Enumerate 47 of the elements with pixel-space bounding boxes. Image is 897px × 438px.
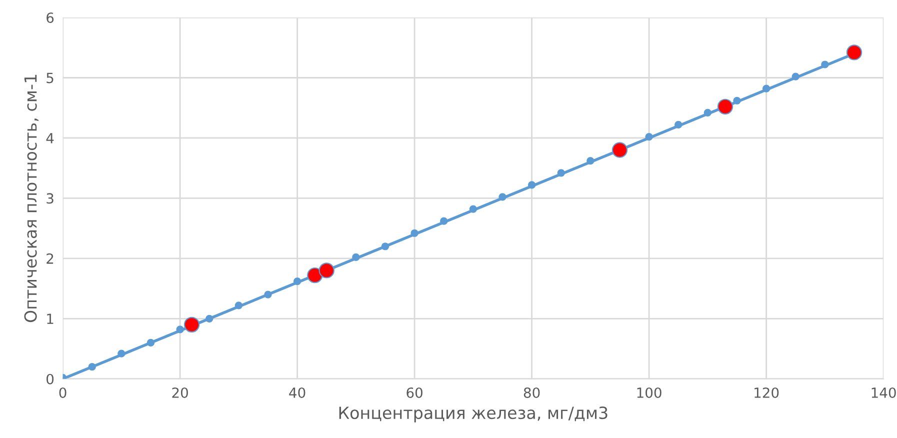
point	[118, 350, 126, 358]
x-tick-label: 80	[524, 387, 540, 398]
point	[645, 132, 653, 141]
point	[318, 262, 334, 278]
y-axis-title: Оптическая плотность, см-1	[24, 74, 39, 322]
x-tick-label: 100	[637, 387, 662, 398]
y-tick-label: 0	[46, 374, 54, 384]
x-tick-label: 20	[172, 387, 188, 398]
x-tick-label: 120	[754, 387, 779, 398]
point	[469, 205, 477, 213]
point	[717, 98, 734, 114]
point	[410, 229, 418, 237]
point	[846, 44, 862, 60]
y-tick-label: 4	[46, 133, 54, 144]
y-tick-label: 1	[47, 314, 54, 324]
point	[557, 169, 565, 177]
point	[821, 60, 829, 68]
y-tick-label: 2	[46, 253, 54, 264]
point	[352, 253, 360, 262]
point	[612, 142, 628, 158]
point	[234, 302, 242, 310]
point	[293, 278, 302, 286]
point	[762, 84, 770, 92]
point	[264, 290, 272, 298]
y-tick-label: 5	[46, 72, 54, 84]
point	[146, 338, 155, 347]
x-axis-title: Концентрация железа, мг/дм3	[339, 406, 608, 422]
point	[307, 267, 323, 284]
point	[176, 326, 184, 334]
point	[206, 314, 214, 322]
point	[440, 217, 448, 225]
point	[674, 120, 682, 129]
point	[792, 72, 800, 80]
x-tick-label: 40	[289, 387, 306, 398]
y-tick-label: 6	[46, 12, 54, 23]
x-tick-label: 140	[872, 387, 896, 398]
x-tick-label: 60	[406, 387, 422, 398]
y-tick-label: 3	[46, 193, 54, 204]
point	[586, 157, 594, 165]
point	[528, 181, 536, 189]
point	[88, 363, 96, 371]
point	[381, 242, 390, 250]
point	[498, 193, 506, 201]
point	[184, 316, 200, 333]
point	[733, 96, 741, 104]
point	[704, 108, 712, 116]
x-tick-label: 0	[59, 387, 66, 398]
